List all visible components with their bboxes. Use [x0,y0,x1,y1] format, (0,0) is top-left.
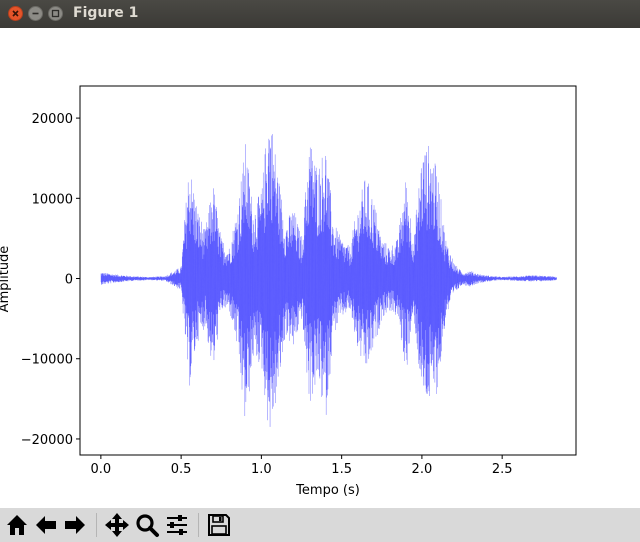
x-tick-label: 2.5 [492,462,513,477]
window-minimize-button[interactable] [28,6,43,21]
y-tick-label: −20000 [21,433,73,448]
waveform-plot[interactable]: 0.0 0.5 1.0 1.5 2.0 2.5 −20000 −10000 0 10000 200… [0,28,640,508]
y-tick-label: 10000 [32,192,73,207]
y-axis: −20000 −10000 0 10000 20000 [21,112,80,448]
home-button[interactable] [4,512,30,538]
window-close-button[interactable] [8,6,23,21]
configure-subplots-button[interactable] [164,512,190,538]
arrow-right-icon [65,516,85,534]
axes-frame [79,85,577,456]
floppy-disk-icon [208,514,230,536]
x-axis: 0.0 0.5 1.0 1.5 2.0 2.5 [91,455,513,477]
waveform-series [100,134,557,427]
arrow-left-icon [36,516,56,534]
magnifier-icon [136,514,159,537]
toolbar-separator [96,513,97,537]
window-title: Figure 1 [73,5,139,21]
sliders-icon [167,515,187,535]
toolbar-separator [198,513,199,537]
y-axis-label: Amplitude [0,246,12,313]
back-button[interactable] [33,512,59,538]
close-icon [12,10,19,17]
navigation-toolbar [0,508,640,542]
x-tick-label: 2.0 [412,462,433,477]
window-maximize-button[interactable] [48,6,63,21]
x-tick-label: 0.5 [171,462,192,477]
window-titlebar[interactable]: Figure 1 [0,0,640,28]
home-icon [7,515,27,535]
maximize-icon [51,9,60,18]
x-tick-label: 1.5 [331,462,352,477]
zoom-button[interactable] [134,512,160,538]
forward-button[interactable] [62,512,88,538]
y-tick-label: 20000 [32,112,73,127]
x-axis-label: Tempo (s) [295,483,360,498]
y-tick-label: −10000 [21,353,73,368]
x-tick-label: 0.0 [91,462,112,477]
minimize-icon [32,12,39,15]
pan-button[interactable] [104,512,130,538]
x-tick-label: 1.0 [251,462,272,477]
y-tick-label: 0 [65,273,73,288]
move-icon [105,513,129,537]
waveform-line [100,134,557,427]
figure-canvas[interactable]: 0.0 0.5 1.0 1.5 2.0 2.5 −20000 −10000 0 10000 200… [0,28,640,508]
save-button[interactable] [206,512,232,538]
